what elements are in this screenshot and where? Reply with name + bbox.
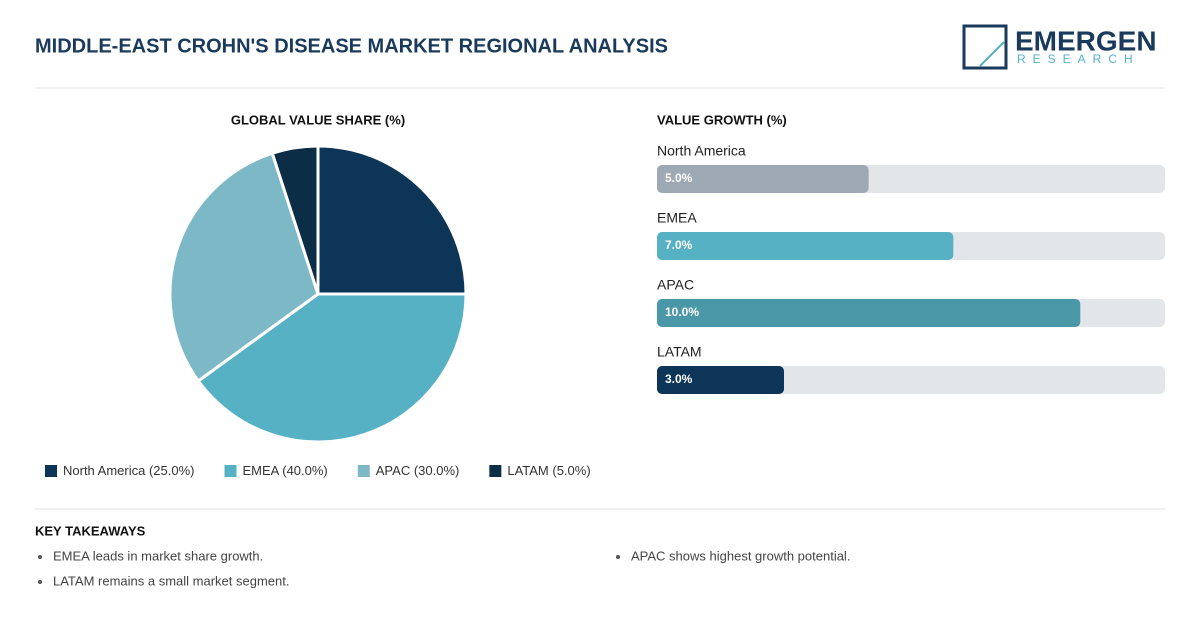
bar-value-label: 5.0% — [665, 171, 693, 185]
bar — [657, 299, 1081, 327]
pie-title: GLOBAL VALUE SHARE (%) — [231, 112, 405, 127]
legend-label: EMEA (40.0%) — [243, 463, 328, 478]
logo-name: EMERGEN — [1015, 25, 1157, 56]
page-title: MIDDLE-EAST CROHN'S DISEASE MARKET REGIO… — [35, 35, 668, 57]
logo: EMERGEN RESEARCH — [962, 24, 1157, 70]
pie-slice — [316, 144, 468, 296]
logo-sub: RESEARCH — [1017, 52, 1140, 66]
bar — [657, 232, 954, 260]
legend-label: North America (25.0%) — [63, 463, 195, 478]
legend-swatch — [45, 465, 57, 477]
bar-category: North America — [657, 143, 746, 159]
legend-label: LATAM (5.0%) — [507, 463, 590, 478]
legend-label: APAC (30.0%) — [376, 463, 460, 478]
legend-swatch — [357, 465, 370, 477]
pie-slice — [168, 151, 320, 384]
logo-stroke — [979, 41, 1005, 67]
bar — [657, 366, 784, 394]
takeaway: LATAM remains a small market segment. — [53, 573, 289, 588]
takeaway: EMEA leads in market share growth. — [53, 548, 263, 563]
bar-category: LATAM — [657, 344, 702, 360]
bar-value-label: 7.0% — [665, 238, 693, 252]
bar-category: EMEA — [657, 210, 697, 226]
legend-swatch — [489, 465, 502, 477]
bullet — [616, 555, 620, 559]
takeaway: APAC shows highest growth potential. — [631, 548, 850, 563]
bar-value-label: 10.0% — [665, 305, 699, 319]
takeaways-title: KEY TAKEAWAYS — [35, 523, 146, 538]
logo-frame — [962, 24, 1008, 70]
bullet — [38, 555, 42, 559]
pie-slice — [196, 292, 468, 444]
legend-swatch — [224, 465, 237, 477]
bar-category: APAC — [657, 277, 694, 293]
bar-title: VALUE GROWTH (%) — [657, 112, 787, 127]
bullet — [38, 580, 42, 584]
bar-value-label: 3.0% — [665, 372, 693, 386]
bar — [657, 165, 869, 193]
pie-slice — [270, 144, 320, 295]
